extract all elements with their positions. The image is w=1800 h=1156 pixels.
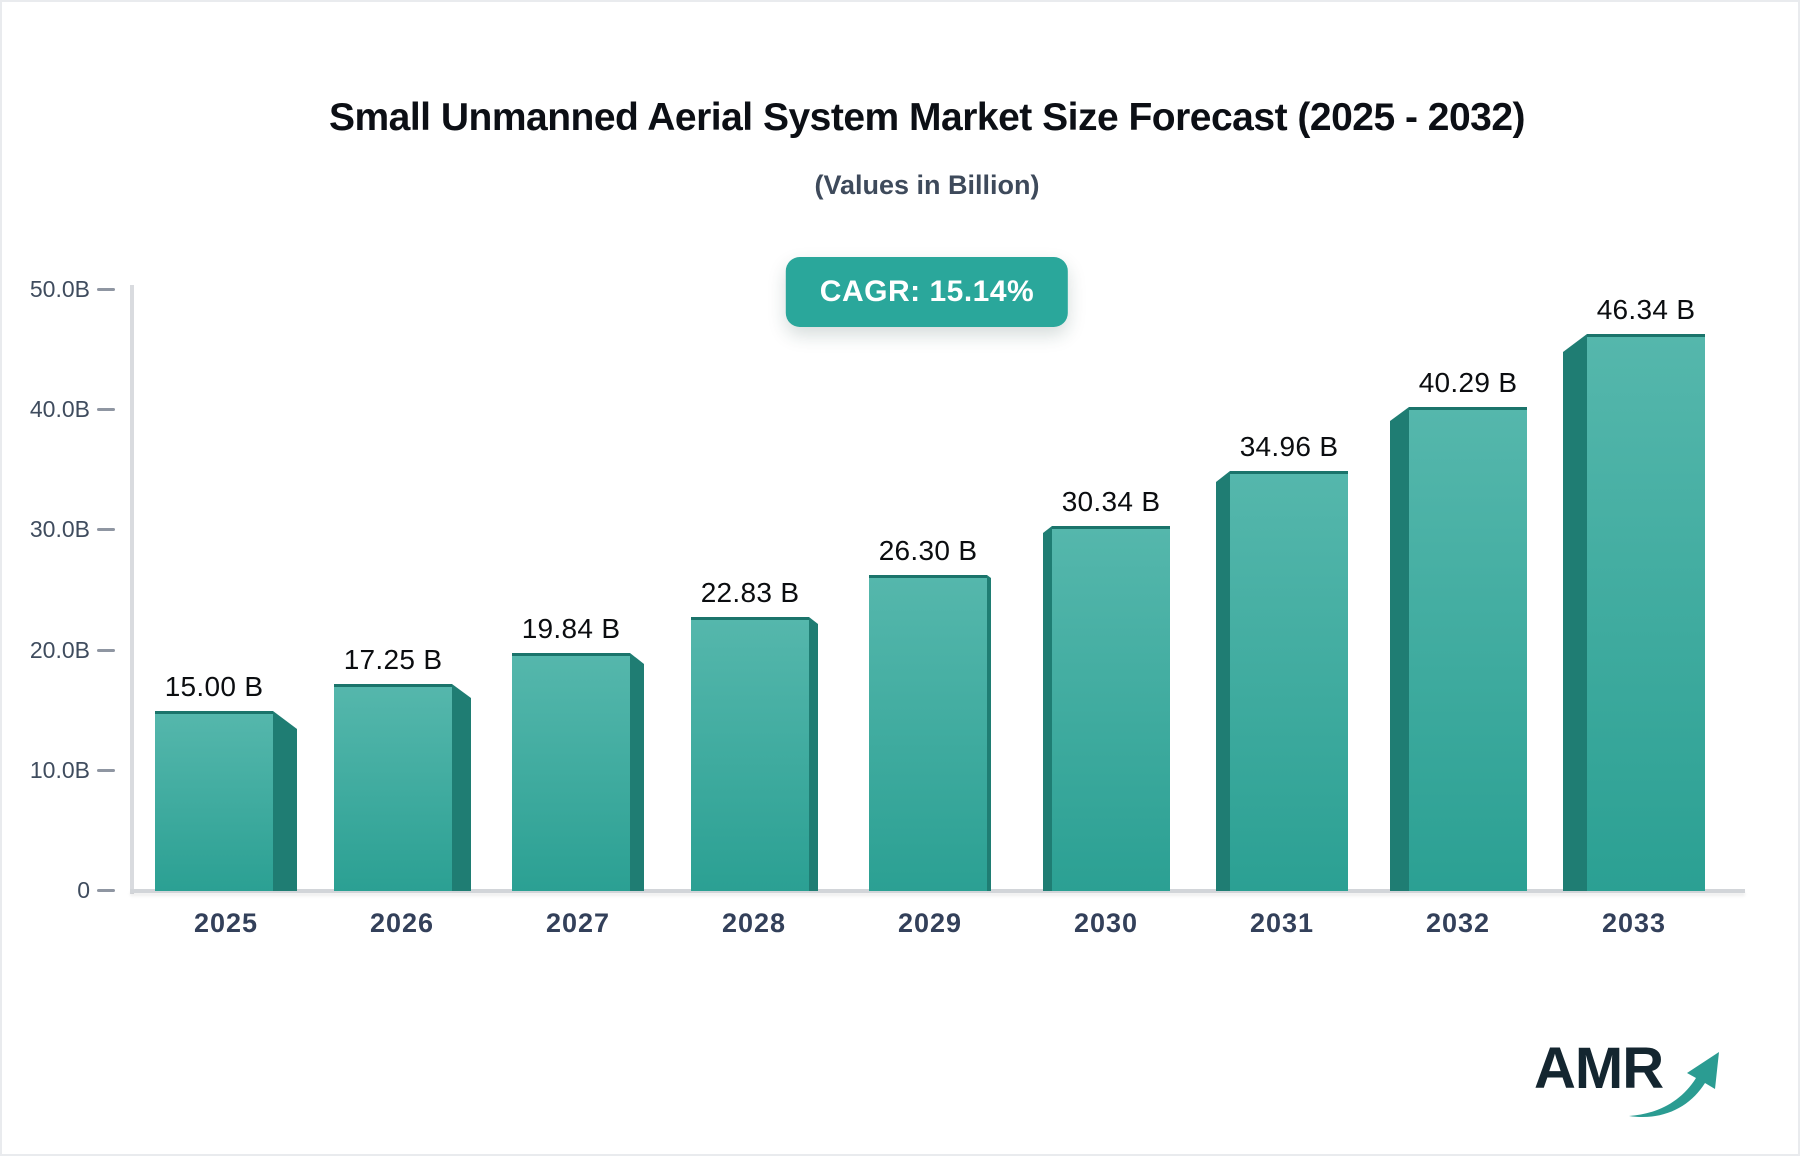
x-axis-label: 2025 xyxy=(193,908,259,938)
bar-value-label: 30.34 B xyxy=(1061,486,1161,517)
x-axis-label: 2030 xyxy=(1073,908,1139,938)
bar xyxy=(512,653,630,891)
bar-value-label: 34.96 B xyxy=(1239,431,1339,462)
bar-3d-side xyxy=(1390,407,1409,891)
bar xyxy=(691,617,809,891)
bar-3d-side xyxy=(1563,334,1587,891)
bar-3d-side xyxy=(452,684,471,891)
bar xyxy=(334,684,452,891)
y-axis-tick-mark xyxy=(97,528,115,531)
x-axis-label: 2029 xyxy=(897,908,963,938)
bar xyxy=(1052,526,1170,891)
bar-3d-side xyxy=(1043,526,1052,891)
y-axis-label: 40.0B xyxy=(29,396,90,422)
y-axis-tick-mark xyxy=(97,288,115,291)
bar xyxy=(1409,407,1527,891)
bar xyxy=(1230,471,1348,891)
bar-3d-side xyxy=(630,653,644,891)
bar-value-label: 17.25 B xyxy=(343,644,443,675)
y-axis-line xyxy=(130,285,134,894)
bar-3d-side xyxy=(987,575,991,891)
chart-subtitle: (Values in Billion) xyxy=(814,170,1040,200)
amr-logo-text: AMR xyxy=(1534,1036,1664,1101)
bar-value-label: 22.83 B xyxy=(700,577,800,608)
bar xyxy=(869,575,987,891)
bar xyxy=(155,711,273,891)
bar-value-label: 26.30 B xyxy=(878,535,978,566)
chart-title: Small Unmanned Aerial System Market Size… xyxy=(328,96,1526,139)
bar-3d-side xyxy=(1216,471,1230,891)
bar-value-label: 40.29 B xyxy=(1418,367,1518,398)
cagr-badge: CAGR: 15.14% xyxy=(785,257,1069,327)
y-axis-label: 10.0B xyxy=(29,757,90,783)
y-axis-tick-mark xyxy=(97,408,115,411)
y-axis-label: 20.0B xyxy=(29,637,90,663)
bar-3d-side xyxy=(273,711,297,891)
x-axis-label: 2028 xyxy=(721,908,787,938)
y-axis-tick-mark xyxy=(97,769,115,772)
x-axis-label: 2031 xyxy=(1249,908,1315,938)
growth-arrow-icon xyxy=(1629,1052,1719,1118)
bar-value-label: 19.84 B xyxy=(521,613,621,644)
x-axis-line xyxy=(130,889,1745,893)
x-axis-label: 2032 xyxy=(1425,908,1491,938)
x-axis-label: 2026 xyxy=(369,908,435,938)
bar xyxy=(1587,334,1705,891)
y-axis-label: 30.0B xyxy=(29,516,90,542)
y-axis-label: 50.0B xyxy=(29,276,90,302)
y-axis-label: 0 xyxy=(77,877,90,903)
x-axis-label: 2033 xyxy=(1601,908,1667,938)
x-axis-label: 2027 xyxy=(545,908,611,938)
bar-value-label: 15.00 B xyxy=(164,671,264,702)
bar-value-label: 46.34 B xyxy=(1596,294,1696,325)
y-axis-tick-mark xyxy=(97,649,115,652)
amr-logo: AMR xyxy=(1534,1034,1724,1126)
bar-3d-side xyxy=(809,617,818,891)
y-axis-tick-mark xyxy=(97,889,115,892)
